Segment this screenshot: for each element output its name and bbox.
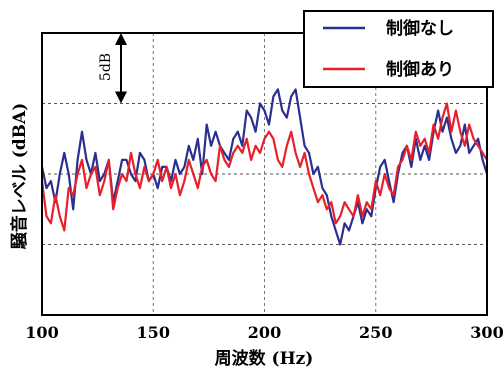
series-line-1 bbox=[40, 102, 488, 232]
scale-marker: 5dB bbox=[98, 33, 127, 104]
legend-label-series-0: 制御なし bbox=[386, 18, 454, 39]
x-tick-labels: 100 150 200 250 300 bbox=[25, 323, 503, 342]
x-axis-title: 周波数 (Hz) bbox=[215, 348, 314, 369]
x-tick-label: 250 bbox=[359, 323, 392, 342]
y-axis-title: 騒音レベル (dBA) bbox=[9, 103, 30, 249]
x-tick-label: 100 bbox=[25, 323, 58, 342]
x-tick-label: 200 bbox=[248, 323, 281, 342]
plot-frame bbox=[41, 32, 488, 316]
scale-marker-label: 5dB bbox=[98, 53, 114, 81]
series-lines bbox=[40, 88, 489, 246]
grid bbox=[42, 33, 487, 315]
x-tick-label: 300 bbox=[470, 323, 503, 342]
series-line-0 bbox=[40, 88, 489, 246]
legend-label-series-1: 制御あり bbox=[386, 59, 454, 80]
scale-marker-arrow-down bbox=[115, 91, 127, 104]
legend-box bbox=[303, 10, 494, 88]
scale-marker-arrow-up bbox=[115, 33, 127, 45]
legend: 制御なし 制御あり bbox=[303, 10, 494, 88]
x-tick-label: 150 bbox=[137, 323, 170, 342]
